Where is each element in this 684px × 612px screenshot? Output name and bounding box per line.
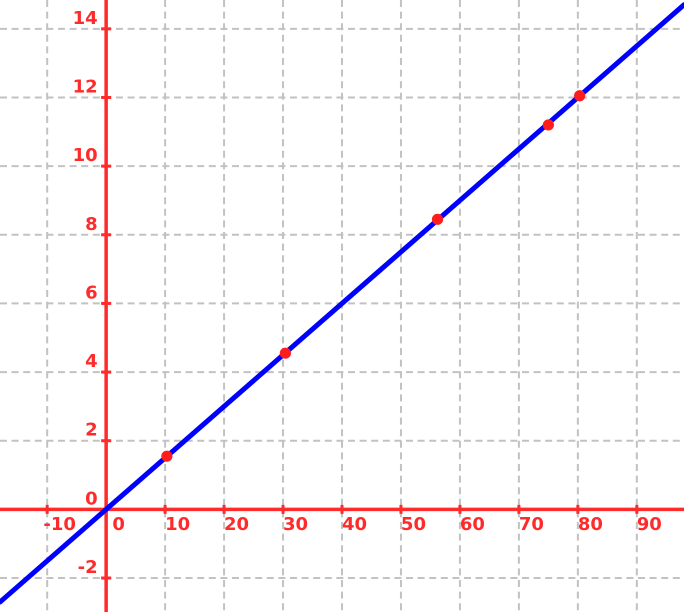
- x-tick-label: 0: [112, 514, 125, 535]
- x-tick-label: 20: [224, 514, 249, 535]
- x-tick-label: 80: [578, 514, 603, 535]
- y-tick-label: 12: [73, 76, 98, 97]
- data-point: [542, 119, 554, 131]
- x-tick-label: 70: [519, 514, 544, 535]
- data-point: [161, 450, 173, 462]
- y-tick-label: 14: [73, 8, 98, 29]
- x-tick-label: 40: [342, 514, 367, 535]
- y-tick-label: -2: [78, 557, 98, 578]
- data-point: [279, 347, 291, 359]
- y-tick-label: 6: [85, 282, 98, 303]
- x-tick-label: 90: [637, 514, 662, 535]
- y-tick-label: 10: [73, 145, 98, 166]
- x-tick-label: 60: [460, 514, 485, 535]
- y-tick-label: 0: [85, 488, 98, 509]
- data-point: [574, 90, 586, 102]
- x-tick-label: 50: [401, 514, 426, 535]
- x-tick-label: -10: [43, 514, 76, 535]
- x-tick-label: 10: [165, 514, 190, 535]
- y-tick-label: 4: [85, 351, 98, 372]
- data-point: [431, 213, 444, 225]
- y-tick-label: 2: [85, 420, 98, 441]
- x-tick-label: 30: [283, 514, 308, 535]
- y-tick-label: 8: [85, 214, 98, 235]
